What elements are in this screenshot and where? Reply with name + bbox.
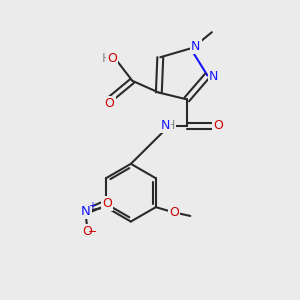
Text: H: H: [166, 119, 175, 132]
Text: O: O: [213, 119, 223, 132]
Text: O: O: [82, 225, 92, 238]
Text: −: −: [88, 226, 97, 237]
Text: N: N: [160, 119, 170, 132]
Text: O: O: [102, 197, 112, 210]
Text: +: +: [88, 201, 96, 211]
Text: H: H: [102, 52, 111, 65]
Text: N: N: [208, 70, 218, 83]
Text: N: N: [81, 205, 91, 218]
Text: O: O: [107, 52, 117, 65]
Text: N: N: [191, 40, 201, 52]
Text: O: O: [169, 206, 179, 219]
Text: O: O: [105, 97, 115, 110]
